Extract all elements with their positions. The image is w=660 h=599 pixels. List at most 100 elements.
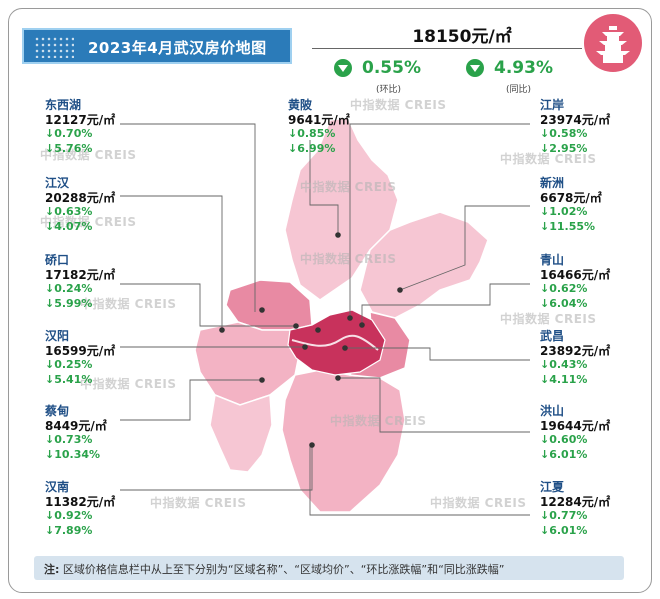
district-yoy: ↓10.34% — [45, 447, 101, 461]
watermark: 中指数据 CREIS — [80, 297, 177, 311]
district-mom: ↓0.24% — [45, 282, 93, 295]
district-yoy: ↓2.95% — [540, 141, 588, 155]
district-mom: ↓0.43% — [540, 358, 588, 371]
district-yoy: ↓7.89% — [45, 523, 93, 537]
district-mom: ↓0.62% — [540, 282, 588, 295]
leader-lines — [120, 123, 530, 516]
map-region-xinzhou — [359, 211, 489, 319]
district-yoy: ↓11.55% — [540, 219, 596, 233]
district-mom: ↓0.92% — [45, 509, 93, 522]
map-region-jiangxia — [281, 369, 406, 513]
watermark: 中指数据 CREIS — [300, 252, 397, 266]
district-wuchang: 武昌 23892元/㎡ ↓0.43% ↓4.11% — [540, 329, 650, 387]
district-caidian: 蔡甸 8449元/㎡ ↓0.73% ↓10.34% — [45, 404, 155, 462]
district-yoy: ↓4.11% — [540, 372, 588, 386]
watermark: 中指数据 CREIS — [500, 152, 597, 166]
district-mom: ↓0.63% — [45, 205, 93, 218]
district-yoy: ↓6.01% — [540, 447, 588, 461]
district-huangpi: 黄陂 9641元/㎡ ↓0.85% ↓6.99% — [288, 98, 398, 156]
down-arrow-icon — [466, 59, 484, 77]
district-yoy: ↓6.99% — [288, 141, 336, 155]
watermark: 中指数据 CREIS — [40, 148, 137, 162]
district-mom: ↓0.70% — [45, 127, 93, 140]
district-name: 硚口 — [45, 253, 70, 267]
district-yoy: ↓5.76% — [45, 141, 93, 155]
yellow-crane-tower-icon — [584, 14, 642, 72]
district-dongxihu: 东西湖 12127元/㎡ ↓0.70% ↓5.76% — [45, 98, 155, 156]
district-yoy: ↓4.07% — [45, 219, 93, 233]
page-title: 2023年4月武汉房价地图 — [88, 39, 267, 57]
district-name: 武昌 — [540, 329, 565, 343]
district-qiaokou: 硚口 17182元/㎡ ↓0.24% ↓5.99% — [45, 253, 155, 311]
district-price: 23974元/㎡ — [540, 112, 611, 127]
district-hannan: 汉南 11382元/㎡ ↓0.92% ↓7.89% — [45, 480, 155, 538]
note-bar: 注: 区域价格信息栏中从上至下分别为“区域名称”、“区域均价”、“环比涨跌幅”和… — [34, 556, 624, 580]
note-body: 区域价格信息栏中从上至下分别为“区域名称”、“区域均价”、“环比涨跌幅”和“同比… — [62, 563, 505, 576]
district-mom: ↓0.60% — [540, 433, 588, 446]
district-price: 16599元/㎡ — [45, 343, 116, 358]
district-name: 江夏 — [540, 480, 565, 494]
overall-divider — [312, 48, 582, 49]
district-name: 汉阳 — [45, 329, 70, 343]
district-qingshan: 青山 16466元/㎡ ↓0.62% ↓6.04% — [540, 253, 650, 311]
map-river — [291, 334, 379, 351]
district-hanyang: 汉阳 16599元/㎡ ↓0.25% ↓5.41% — [45, 329, 155, 387]
map-region-hannan — [209, 393, 273, 473]
overall-yoy-value: 4.93% — [494, 58, 553, 78]
district-mom: ↓0.77% — [540, 509, 588, 522]
watermark: 中指数据 CREIS — [40, 215, 137, 229]
note-text: 注: 区域价格信息栏中从上至下分别为“区域名称”、“区域均价”、“环比涨跌幅”和… — [44, 561, 505, 577]
district-price: 12284元/㎡ — [540, 494, 611, 509]
district-price: 19644元/㎡ — [540, 418, 611, 433]
district-markers — [219, 232, 403, 448]
district-hongshan: 洪山 19644元/㎡ ↓0.60% ↓6.01% — [540, 404, 650, 462]
district-yoy: ↓6.04% — [540, 296, 588, 310]
dot-pattern-icon — [34, 36, 74, 58]
overall-mom-value: 0.55% — [362, 58, 421, 78]
down-arrow-icon — [334, 59, 352, 77]
overall-yoy-label: (同比) — [506, 85, 532, 95]
district-jiangan: 江岸 23974元/㎡ ↓0.58% ↓2.95% — [540, 98, 650, 156]
district-price: 8449元/㎡ — [45, 418, 107, 433]
map-region-caidian — [194, 321, 301, 406]
district-jianghan: 江汉 20288元/㎡ ↓0.63% ↓4.07% — [45, 176, 155, 234]
district-price: 16466元/㎡ — [540, 267, 611, 282]
overall-mom-label: (环比) — [376, 85, 402, 95]
watermark: 中指数据 CREIS — [300, 180, 397, 194]
district-price: 9641元/㎡ — [288, 112, 350, 127]
title-banner: 2023年4月武汉房价地图 — [22, 28, 292, 64]
watermark: 中指数据 CREIS — [150, 496, 247, 510]
district-jiangxia: 江夏 12284元/㎡ ↓0.77% ↓6.01% — [540, 480, 650, 538]
note-prefix: 注: — [44, 563, 60, 576]
watermark: 中指数据 CREIS — [350, 98, 447, 112]
district-name: 蔡甸 — [45, 404, 70, 418]
district-mom: ↓0.85% — [288, 127, 336, 140]
district-name: 东西湖 — [45, 98, 82, 112]
district-price: 20288元/㎡ — [45, 190, 116, 205]
district-name: 黄陂 — [288, 98, 313, 112]
district-name: 江汉 — [45, 176, 70, 190]
district-name: 新洲 — [540, 176, 565, 190]
district-price: 6678元/㎡ — [540, 190, 602, 205]
district-price: 11382元/㎡ — [45, 494, 116, 509]
watermark: 中指数据 CREIS — [330, 414, 427, 428]
district-price: 23892元/㎡ — [540, 343, 611, 358]
district-price: 12127元/㎡ — [45, 112, 116, 127]
district-name: 洪山 — [540, 404, 565, 418]
district-xinzhou: 新洲 6678元/㎡ ↓1.02% ↓11.55% — [540, 176, 650, 234]
watermark: 中指数据 CREIS — [430, 496, 527, 510]
district-name: 江岸 — [540, 98, 565, 112]
district-name: 青山 — [540, 253, 565, 267]
district-mom: ↓1.02% — [540, 205, 588, 218]
district-mom: ↓0.73% — [45, 433, 93, 446]
overall-avg-price: 18150元/㎡ — [412, 27, 512, 47]
district-yoy: ↓5.41% — [45, 372, 93, 386]
watermark: 中指数据 CREIS — [500, 312, 597, 326]
watermark: 中指数据 CREIS — [80, 377, 177, 391]
district-mom: ↓0.25% — [45, 358, 93, 371]
district-name: 汉南 — [45, 480, 70, 494]
district-yoy: ↓5.99% — [45, 296, 93, 310]
district-price: 17182元/㎡ — [45, 267, 116, 282]
